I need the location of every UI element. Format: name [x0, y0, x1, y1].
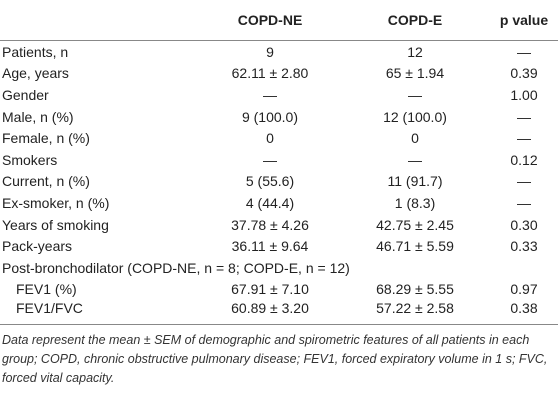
cell: 9 (100.0): [241, 108, 299, 125]
table-row: Patients, n 9 12 —: [0, 41, 558, 63]
cell: 11 (91.7): [387, 173, 443, 190]
header-row: COPD-NE COPD-E p value: [0, 0, 558, 41]
row-label: Smokers: [2, 151, 58, 168]
table-row: Ex-smoker, n (%) 4 (44.4) 1 (8.3) —: [0, 192, 558, 214]
cell: —: [517, 173, 531, 190]
table-row: Post-bronchodilator (COPD-NE, n = 8; COP…: [0, 257, 558, 279]
cell: 57.22 ± 2.58: [340, 300, 490, 326]
cell: —: [517, 130, 531, 147]
cell: 0: [266, 130, 274, 147]
cell: —: [263, 86, 277, 103]
cell: 67.91 ± 7.10: [231, 281, 309, 298]
header-cell: COPD-NE: [200, 0, 340, 41]
cell: 1.00: [510, 86, 538, 103]
cell: 36.11 ± 9.64: [231, 238, 309, 255]
cell: 62.11 ± 2.80: [231, 65, 309, 82]
header-cell: COPD-E: [340, 0, 490, 41]
data-table: COPD-NE COPD-E p value Patients, n 9 12— Ag…: [0, 0, 558, 326]
row-label: FEV1/FVC: [0, 300, 200, 326]
table-row: FEV1 (%) 67.91 ± 7.10 68.29 ± 5.55 0.97: [0, 279, 558, 301]
cell: —: [263, 151, 277, 168]
table-body: Patients, n 9 12 — Age, years 62.11 ± 2.80 65 …: [0, 41, 558, 326]
row-label: Years of smoking: [2, 216, 109, 233]
table-row: Female, n (%) 0 0 —: [0, 127, 558, 149]
row-label: Gender: [2, 86, 49, 103]
cell: 12 (100.0): [383, 108, 447, 125]
cell: 1 (8.3): [394, 194, 436, 211]
table-row: Age, years 62.11 ± 2.80 65 ± 1.94 0.39: [0, 63, 558, 85]
cell: 0.38: [490, 300, 558, 326]
table-row: Years of smoking 37.78 ± 4.26 42.75 ± 2.45…: [0, 214, 558, 236]
header-blank: [0, 0, 200, 41]
cell: 0.39: [510, 65, 538, 82]
cell: 0.33: [510, 238, 538, 255]
cell: —: [408, 151, 422, 168]
cell: 9: [266, 43, 274, 60]
row-label: Post-bronchodilator (COPD-NE, n = 8; COP…: [2, 259, 350, 276]
cell: 0.97: [510, 281, 538, 298]
cell: 12: [407, 43, 423, 60]
table-row: Pack-years 36.11 ± 9.64 46.71 ± 5.59 0.33: [0, 235, 558, 257]
row-label: Female, n (%): [2, 130, 90, 147]
cell: —: [408, 86, 422, 103]
cell: —: [517, 108, 531, 125]
cell: 0: [411, 130, 419, 147]
cell: —: [517, 194, 531, 211]
row-label: FEV1 (%): [16, 281, 77, 298]
cell: 46.71 ± 5.59: [376, 238, 454, 255]
row-label: Patients, n: [2, 43, 69, 60]
row-label: Ex-smoker, n (%): [2, 194, 110, 211]
cell: 0.30: [510, 216, 538, 233]
row-label: Pack-years: [2, 238, 73, 255]
cell: 0.12: [510, 151, 538, 168]
cell: 37.78 ± 4.26: [231, 216, 309, 233]
cell: —: [517, 43, 531, 60]
cell: 4 (44.4): [245, 194, 295, 211]
table-row: FEV1/FVC 60.89 ± 3.20 57.22 ± 2.58 0.38: [0, 300, 558, 326]
cell: 68.29 ± 5.55: [376, 281, 454, 298]
row-label: Age, years: [2, 65, 69, 82]
cell: 65 ± 1.94: [385, 65, 445, 82]
cell: 60.89 ± 3.20: [200, 300, 340, 326]
table-row: Male, n (%) 9 (100.0) 12 (100.0) —: [0, 106, 558, 128]
row-label: Male, n (%): [2, 108, 74, 125]
table-row: Gender — — 1.00: [0, 84, 558, 106]
row-label: Current, n (%): [2, 173, 90, 190]
cell: 42.75 ± 2.45: [376, 216, 454, 233]
cell: 5 (55.6): [245, 173, 295, 190]
table-row: Smokers — — 0.12: [0, 149, 558, 171]
header-cell: p value: [490, 0, 558, 41]
table-note: Data represent the mean ± SEM of demogra…: [2, 333, 548, 386]
table-row: Current, n (%) 5 (55.6) 11 (91.7) —: [0, 171, 558, 193]
